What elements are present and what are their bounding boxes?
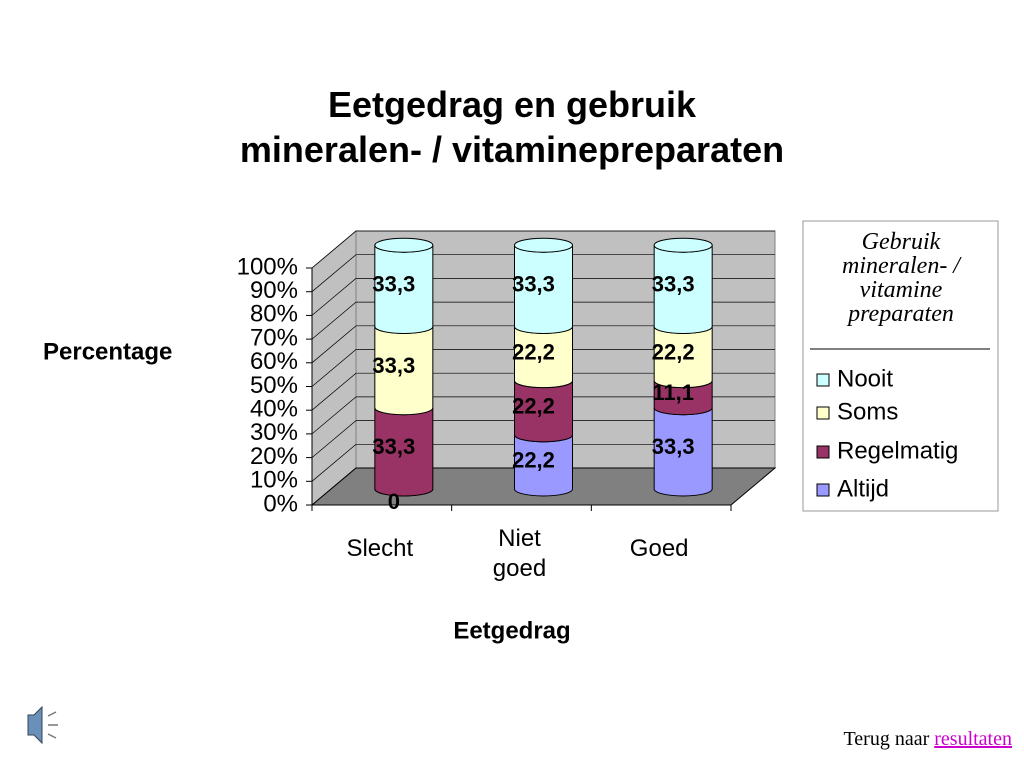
y-tick-label: 50% — [250, 372, 298, 399]
value-label: 22,2 — [652, 339, 695, 364]
y-tick-label: 0% — [263, 490, 298, 517]
value-label: 22,2 — [512, 448, 555, 473]
grid-line — [311, 230, 775, 269]
y-tick-label: 90% — [250, 277, 298, 304]
footer-text: Terug naar — [843, 728, 935, 750]
footer-link[interactable]: resultaten — [934, 728, 1012, 750]
cylinder-top — [653, 237, 713, 253]
legend-swatch — [816, 406, 830, 420]
legend-swatch — [816, 445, 830, 459]
chart-title: Eetgedrag en gebruik mineralen- / vitami… — [239, 84, 785, 170]
y-tick-label: 100% — [237, 253, 298, 280]
grid-line — [311, 325, 775, 364]
y-tick-label: 40% — [250, 396, 298, 423]
grid-line — [311, 467, 775, 506]
y-tick-label: 30% — [250, 419, 298, 446]
legend-swatch — [816, 373, 830, 387]
grid-line — [311, 420, 775, 458]
legend-label: Soms — [837, 398, 898, 425]
x-tick-label: Slecht — [346, 535, 414, 562]
y-axis-title: Percentage — [43, 338, 172, 365]
value-label: 0 — [388, 489, 400, 514]
legend-box — [802, 220, 999, 512]
y-tick-label: 20% — [250, 443, 298, 470]
value-label: 33,3 — [652, 434, 695, 459]
legend-label: Altijd — [837, 475, 889, 502]
value-label: 22,2 — [512, 394, 555, 419]
grid-line — [311, 254, 775, 292]
x-tick-label: Niet goed — [492, 525, 547, 582]
speaker-icon — [27, 705, 58, 745]
cylinder-top — [514, 237, 573, 253]
grid-line — [311, 396, 775, 435]
value-label: 33,3 — [372, 434, 415, 459]
value-label: 22,2 — [512, 339, 555, 364]
y-tick-label: 70% — [250, 324, 298, 351]
footer: Terug naar resultaten — [843, 728, 1012, 751]
legend-label: Nooit — [837, 365, 893, 392]
grid-line — [311, 372, 775, 411]
grid-line — [311, 301, 775, 340]
legend-swatch — [816, 483, 830, 497]
x-axis-title: Eetgedrag — [453, 617, 570, 644]
value-label: 33,3 — [372, 272, 415, 297]
y-tick-label: 80% — [250, 301, 298, 328]
grid-line — [311, 349, 775, 387]
value-label: 33,3 — [372, 353, 415, 378]
grid-line — [311, 443, 775, 482]
x-tick-label: Goed — [629, 535, 689, 562]
value-label: 33,3 — [652, 272, 695, 297]
y-tick-label: 60% — [250, 348, 298, 375]
value-label: 33,3 — [512, 272, 555, 297]
cylinder-top — [374, 237, 434, 253]
legend-label: Regelmatig — [837, 437, 958, 464]
grid-line — [311, 278, 775, 316]
value-label: 11,1 — [652, 380, 694, 405]
legend-title: Gebruik mineralen- / vitamine preparaten — [842, 229, 960, 327]
y-tick-label: 10% — [250, 467, 298, 494]
